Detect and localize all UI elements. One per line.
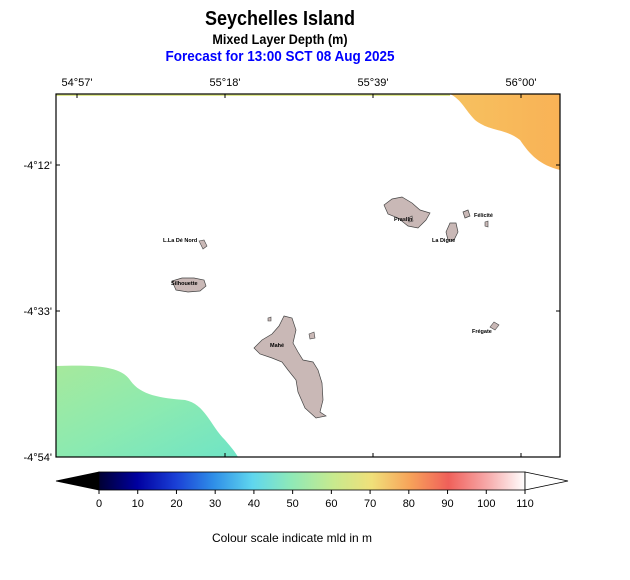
silhouette-island <box>171 277 207 293</box>
place-label-silhouette: Silhouette <box>171 281 198 287</box>
colorbar-tick-label: 50 <box>287 498 299 510</box>
mld-field-southwest <box>56 365 238 457</box>
colorbar-tick-label: 70 <box>364 498 376 510</box>
mld-field-northeast <box>56 94 560 170</box>
praslin-island <box>383 196 431 229</box>
colorbar-caption: Colour scale indicate mld in m <box>211 531 373 545</box>
cousin-island <box>407 215 414 223</box>
lat-label-2: -4°33' <box>23 306 52 318</box>
lat-label-3: -4°54' <box>23 452 52 464</box>
lon-label-2: 55°18' <box>210 77 241 89</box>
lon-label-3: 55°39' <box>358 77 389 89</box>
map-border <box>55 93 561 458</box>
therese-islet <box>267 316 272 322</box>
mahe-island <box>253 315 327 419</box>
place-label-praslin: Praslin <box>394 217 413 223</box>
lon-label-4: 56°00' <box>506 77 537 89</box>
colorbar-tick-label: 20 <box>170 498 182 510</box>
place-label-la-digue: La Digue <box>432 238 455 244</box>
colorbar-tick-label: 0 <box>96 498 102 510</box>
place-label-mahe: Mahé <box>270 343 284 349</box>
colorbar-tick-label: 80 <box>403 498 415 510</box>
colorbar: 0 10 20 30 40 50 60 70 80 90 100 110 <box>55 471 569 510</box>
longitude-axis: 54°57' 55°18' 55°39' 56°00' <box>62 77 537 457</box>
latitude-axis: -4°12' -4°33' -4°54' <box>23 160 560 464</box>
place-label-fregate: Frégate <box>472 329 492 335</box>
felicite-island <box>462 209 471 219</box>
lat-label-1: -4°12' <box>23 160 52 172</box>
colorbar-tick-label: 10 <box>132 498 144 510</box>
colorbar-tick-label: 40 <box>248 498 260 510</box>
colorbar-tick-label: 100 <box>477 498 495 510</box>
colorbar-tick-label: 90 <box>441 498 453 510</box>
ile-du-nord-island <box>198 239 208 250</box>
colorbar-gradient <box>98 471 526 491</box>
lon-label-1: 54°57' <box>62 77 93 89</box>
map-title: Seychelles Island <box>204 8 356 30</box>
place-label-ile-du-nord: L.La Dé Nord <box>163 238 197 244</box>
colorbar-tick-label: 30 <box>209 498 221 510</box>
fregate-island <box>489 321 500 331</box>
colorbar-tick-label: 60 <box>325 498 337 510</box>
ste-anne-islet <box>308 331 316 340</box>
forecast-time: Forecast for 13:00 SCT 08 Aug 2025 <box>165 48 395 65</box>
place-label-felicite: Félicité <box>474 213 493 219</box>
colorbar-max-arrow <box>524 471 569 491</box>
colorbar-min-arrow <box>55 471 100 491</box>
map-subtitle: Mixed Layer Depth (m) <box>212 31 348 47</box>
la-digue-island <box>445 222 459 241</box>
colorbar-tick-label: 110 <box>516 498 534 510</box>
marianne-island <box>484 220 489 228</box>
place-labels: L.La Dé Nord Silhouette Praslin Félicité… <box>163 213 493 349</box>
